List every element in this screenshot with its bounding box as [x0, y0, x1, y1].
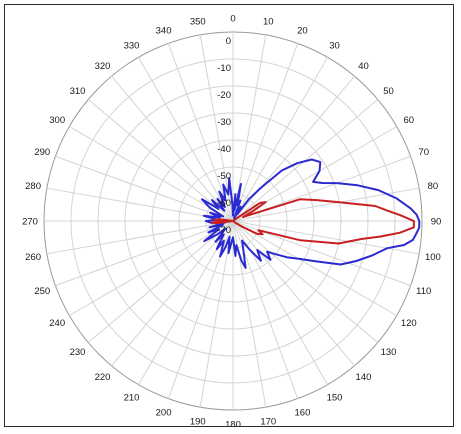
radial-tick-labels: 0 -10 -20 -30 -40 -50 -60 -70: [217, 36, 231, 236]
angle-tick-label: 280: [25, 181, 41, 192]
grid-spoke: [69, 220, 234, 316]
radial-tick-label: -70: [217, 225, 231, 236]
angle-tick-label: 100: [425, 252, 441, 263]
angle-tick-label: 180: [225, 420, 241, 427]
grid-spoke: [111, 220, 234, 367]
series-line-2: [210, 198, 415, 245]
radial-tick-label: -10: [217, 63, 231, 74]
grid-spoke: [111, 75, 234, 222]
grid-spoke: [232, 220, 379, 343]
angle-tick-label: 220: [95, 372, 111, 383]
angle-tick-label: 30: [329, 41, 340, 52]
grid-spoke: [167, 43, 234, 222]
grid-spoke: [199, 34, 234, 222]
angle-tick-label: 350: [190, 17, 206, 28]
angle-tick-label: 330: [124, 41, 140, 52]
radial-tick-label: 0: [226, 36, 231, 47]
angle-tick-label: 20: [297, 26, 308, 37]
angle-tick-label: 210: [124, 392, 140, 403]
angle-tick-label: 80: [428, 181, 439, 192]
grid-spoke: [232, 220, 355, 367]
angle-tick-label: 310: [70, 86, 86, 97]
grid-spoke: [69, 126, 234, 222]
angle-tick-label: 260: [25, 252, 41, 263]
grid-spoke: [87, 220, 234, 343]
grid-spoke: [46, 220, 234, 255]
angle-tick-label: 270: [22, 217, 38, 228]
angle-tick-label: 230: [70, 347, 86, 358]
angle-tick-label: 90: [431, 217, 442, 228]
radial-tick-label: -40: [217, 144, 231, 155]
angle-tick-label: 150: [327, 392, 343, 403]
radial-tick-label: -50: [217, 171, 231, 182]
angle-tick-label: 70: [418, 147, 429, 158]
angle-tick-label: 190: [190, 416, 206, 426]
series-layer: [201, 158, 421, 269]
angle-tick-label: 320: [95, 61, 111, 72]
angle-tick-label: 240: [49, 318, 65, 329]
angle-tick-label: 110: [416, 286, 431, 297]
angle-tick-label: 290: [34, 147, 50, 158]
angle-tick-label: 340: [156, 26, 172, 37]
grid-spoke: [232, 75, 355, 222]
angle-tick-label: 130: [381, 347, 397, 358]
angle-tick-label: 160: [295, 407, 311, 418]
radial-tick-label: -20: [217, 90, 231, 101]
chart-frame: 0 10 20 30 40 50 60 70 80 90 100 110 120 130 140 150 160…: [4, 4, 454, 427]
radial-tick-label: -60: [217, 198, 231, 209]
grid-spoke: [232, 43, 299, 222]
grid-spoke: [232, 57, 328, 222]
series-line-1: [201, 158, 421, 269]
grid-spoke: [55, 220, 234, 287]
angle-tick-label: 60: [404, 115, 415, 126]
grid-spoke: [199, 220, 234, 408]
angle-tick-label: 40: [358, 61, 369, 72]
angle-tick-labels: 0 10 20 30 40 50 60 70 80 90 100 110 120 130 140 150 160…: [22, 14, 441, 427]
grid-spoke: [87, 99, 234, 222]
angle-tick-label: 10: [263, 17, 274, 28]
angle-tick-label: 300: [49, 115, 65, 126]
grid-spoke: [55, 155, 234, 222]
angle-tick-label: 0: [230, 14, 235, 25]
angle-tick-label: 170: [260, 416, 276, 426]
angle-tick-label: 50: [383, 86, 394, 97]
polar-chart: 0 10 20 30 40 50 60 70 80 90 100 110 120 130 140 150 160…: [22, 14, 441, 427]
grid-spoke: [46, 187, 234, 222]
grid-spoke: [138, 57, 234, 222]
grid-spoke: [232, 220, 397, 316]
angle-tick-label: 250: [34, 286, 50, 297]
angle-tick-label: 140: [356, 372, 372, 383]
radial-tick-label: -30: [217, 117, 231, 128]
angle-tick-label: 200: [156, 407, 172, 418]
angle-tick-label: 120: [401, 318, 417, 329]
